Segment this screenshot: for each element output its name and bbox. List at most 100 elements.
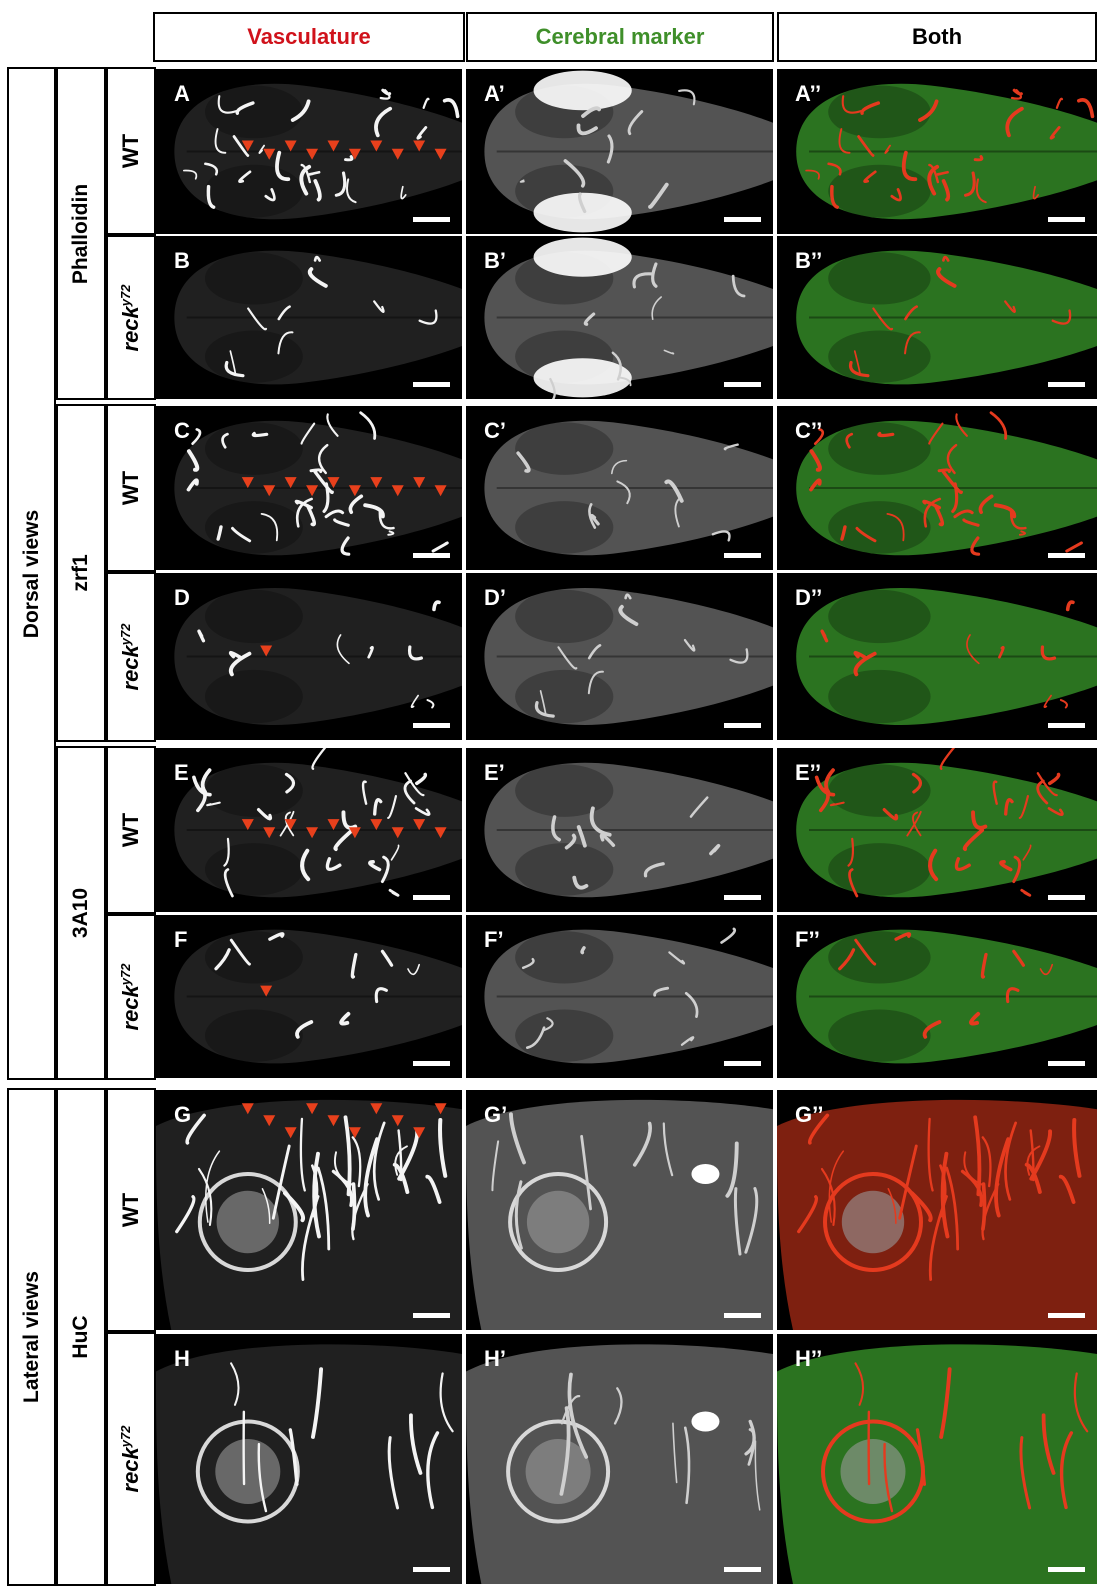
marker-3a10-label: 3A10 xyxy=(69,887,92,939)
image-panel-3-0: D xyxy=(156,573,462,740)
micrograph-7-1 xyxy=(466,1344,773,1584)
group-dorsal-views-label: Dorsal views xyxy=(19,509,43,638)
micrograph-3-0 xyxy=(174,587,462,726)
marker-zrf1: zrf1 xyxy=(56,404,106,742)
micrograph-7-2 xyxy=(777,1344,1097,1584)
micrograph-5-1 xyxy=(484,927,773,1064)
image-panel-7-2: H’’ xyxy=(777,1334,1097,1584)
image-panel-4-2: E’’ xyxy=(777,748,1097,912)
scale-bar xyxy=(724,1567,761,1572)
micrograph-3-1 xyxy=(484,587,773,726)
micrograph-2-1 xyxy=(484,420,773,556)
micrograph-1-1 xyxy=(484,237,773,399)
micrograph-2-0 xyxy=(174,411,462,556)
marker-phalloidin: Phalloidin xyxy=(56,67,106,400)
scale-bar xyxy=(1048,895,1085,900)
genotype-mutant-label: recky72 xyxy=(117,623,144,691)
image-panel-2-0: C xyxy=(156,406,462,570)
column-header-vasculature: Vasculature xyxy=(153,12,465,62)
column-header-vasculature-label: Vasculature xyxy=(247,24,371,49)
panel-label: D’’ xyxy=(795,585,823,610)
image-panel-6-2: G’’ xyxy=(777,1090,1097,1330)
scale-bar xyxy=(413,382,450,387)
genotype-row-a: WT xyxy=(106,67,156,235)
panel-label: B’ xyxy=(484,248,506,273)
image-panel-5-2: F’’ xyxy=(777,915,1097,1078)
panel-label: E’ xyxy=(484,760,505,785)
marker-3a10: 3A10 xyxy=(56,746,106,1080)
scale-bar xyxy=(724,1061,761,1066)
panel-label: B xyxy=(174,248,190,273)
panel-label: C’ xyxy=(484,418,506,443)
scale-bar xyxy=(413,553,450,558)
genotype-wt-label: WT xyxy=(118,812,143,848)
marker-phalloidin-label: Phalloidin xyxy=(69,183,92,284)
image-panel-1-0: B xyxy=(156,236,462,399)
panel-label: B’’ xyxy=(795,248,823,273)
micrograph-5-0 xyxy=(174,929,462,1064)
genotype-row-b: recky72 xyxy=(106,235,156,400)
scale-bar xyxy=(413,1313,450,1318)
image-panel-0-2: A’’ xyxy=(777,69,1097,234)
micrograph-4-2 xyxy=(796,748,1097,898)
scale-bar xyxy=(724,723,761,728)
image-panel-2-2: C’’ xyxy=(777,406,1097,570)
panel-label: G xyxy=(174,1102,192,1127)
panel-label: C xyxy=(174,418,190,443)
panel-label: H xyxy=(174,1346,190,1371)
image-panel-5-0: F xyxy=(156,915,462,1078)
panel-label: F’’ xyxy=(795,927,820,952)
micrograph-6-1 xyxy=(466,1099,773,1330)
scale-bar xyxy=(413,1061,450,1066)
image-panel-4-1: E’ xyxy=(466,748,773,912)
micrograph-1-0 xyxy=(174,250,462,385)
genotype-row-c: WT xyxy=(106,404,156,572)
panel-label: F xyxy=(174,927,188,952)
image-panel-1-1: B’ xyxy=(466,236,773,399)
panel-label: D xyxy=(174,585,190,610)
micrograph-2-2 xyxy=(796,411,1097,556)
micrograph-1-2 xyxy=(796,250,1097,385)
group-lateral-views-label: Lateral views xyxy=(19,1271,43,1403)
micrograph-0-1 xyxy=(484,70,773,233)
micrograph-7-0 xyxy=(156,1344,462,1584)
micrograph-3-2 xyxy=(796,587,1097,726)
genotype-wt-label: WT xyxy=(118,133,143,169)
genotype-row-g: WT xyxy=(106,1088,156,1332)
scale-bar xyxy=(413,895,450,900)
scale-bar xyxy=(724,553,761,558)
panel-label: F’ xyxy=(484,927,504,952)
panel-label: H’’ xyxy=(795,1346,823,1371)
marker-huc-label: HuC xyxy=(69,1315,92,1359)
panel-label: G’ xyxy=(484,1102,508,1127)
panel-label: A’’ xyxy=(795,81,822,106)
panel-label: D’ xyxy=(484,585,506,610)
scale-bar xyxy=(724,895,761,900)
scale-bar xyxy=(1048,1567,1085,1572)
group-lateral-views: Lateral views xyxy=(7,1088,56,1586)
micrograph-6-0 xyxy=(156,1099,462,1330)
image-panel-4-0: E xyxy=(156,748,462,912)
genotype-wt-label: WT xyxy=(118,1192,143,1228)
image-panel-6-1: G’ xyxy=(466,1090,773,1330)
genotype-row-h: recky72 xyxy=(106,1332,156,1586)
image-panel-3-1: D’ xyxy=(466,573,773,740)
marker-huc: HuC xyxy=(56,1088,106,1586)
image-panel-7-1: H’ xyxy=(466,1334,773,1584)
scale-bar xyxy=(413,723,450,728)
panel-label: A xyxy=(174,81,190,106)
image-panel-3-2: D’’ xyxy=(777,573,1097,740)
column-header-both-label: Both xyxy=(911,24,963,49)
image-panel-1-2: B’’ xyxy=(777,236,1097,399)
column-header-cerebral-marker: Cerebral marker xyxy=(466,12,774,62)
micrograph-0-0 xyxy=(174,83,462,220)
micrograph-4-1 xyxy=(484,762,773,898)
genotype-mutant-label: recky72 xyxy=(117,1425,144,1493)
micrograph-4-0 xyxy=(174,748,462,898)
genotype-row-e: WT xyxy=(106,746,156,914)
image-panel-7-0: H xyxy=(156,1334,462,1584)
panel-label: E’’ xyxy=(795,760,822,785)
image-panel-2-1: C’ xyxy=(466,406,773,570)
micrograph-5-2 xyxy=(796,929,1097,1064)
scale-bar xyxy=(1048,723,1085,728)
